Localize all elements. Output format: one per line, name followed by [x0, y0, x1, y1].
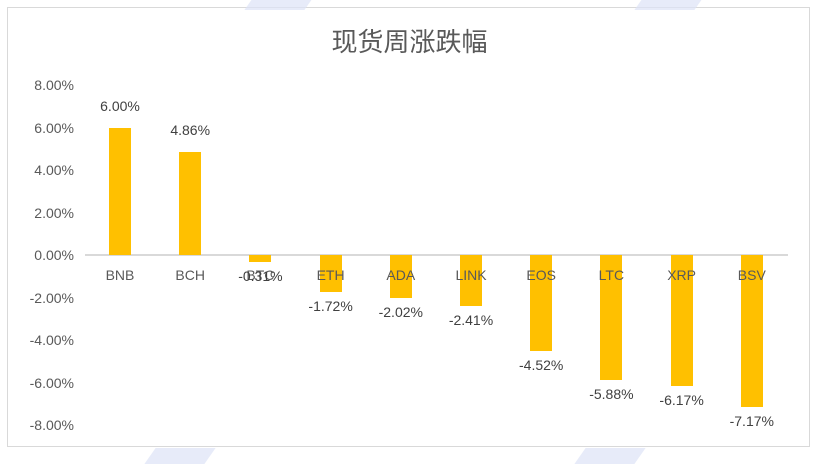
bar-bnb — [109, 127, 131, 255]
x-axis-baseline — [85, 254, 788, 256]
x-category-label: ADA — [386, 267, 416, 283]
bar-bsv — [740, 255, 763, 408]
data-label: -2.41% — [448, 312, 494, 329]
watermark-shape — [144, 448, 216, 464]
watermark-shape — [634, 0, 706, 10]
x-category-label: XRP — [667, 267, 696, 283]
x-category-label: BCH — [175, 267, 205, 283]
y-tick-label: -2.00% — [29, 289, 74, 306]
bar-ltc — [600, 255, 623, 380]
y-tick-label: 0.00% — [34, 247, 74, 263]
x-category-label: BNB — [105, 267, 135, 283]
bar-eos — [530, 255, 553, 352]
y-tick-label: 6.00% — [34, 119, 74, 136]
data-label: -2.02% — [378, 303, 423, 320]
x-category-label: ETH — [316, 267, 345, 283]
y-tick-label: -8.00% — [29, 417, 74, 433]
data-label: -6.17% — [659, 392, 704, 409]
y-tick-label: -6.00% — [29, 374, 74, 391]
y-tick-label: -4.00% — [29, 332, 74, 348]
bar-xrp — [670, 255, 693, 387]
data-label: -4.52% — [519, 357, 564, 374]
data-label: 4.86% — [170, 121, 211, 138]
chart-title: 现货周涨跌幅 — [331, 28, 488, 58]
watermark-shape — [244, 0, 316, 10]
y-tick-label: 4.00% — [34, 162, 74, 178]
x-category-label: BTC — [246, 267, 275, 283]
x-category-label: EOS — [526, 267, 556, 283]
data-label: -5.88% — [589, 385, 634, 402]
data-label: -1.72% — [308, 297, 353, 314]
bar-ada — [389, 255, 412, 298]
data-label: -0.31% — [238, 267, 283, 284]
bar-eth — [319, 255, 342, 292]
y-tick-label: 2.00% — [34, 204, 74, 221]
x-category-label: LINK — [455, 267, 487, 283]
bar-bch — [179, 151, 202, 255]
data-label: 6.00% — [100, 97, 140, 114]
y-tick-label: 8.00% — [34, 77, 74, 93]
bar-btc — [249, 255, 272, 262]
bar-link — [460, 255, 482, 307]
data-label: -7.17% — [729, 413, 774, 430]
x-category-label: LTC — [598, 267, 625, 283]
watermark-shape — [574, 448, 646, 464]
x-category-label: BSV — [737, 267, 766, 283]
